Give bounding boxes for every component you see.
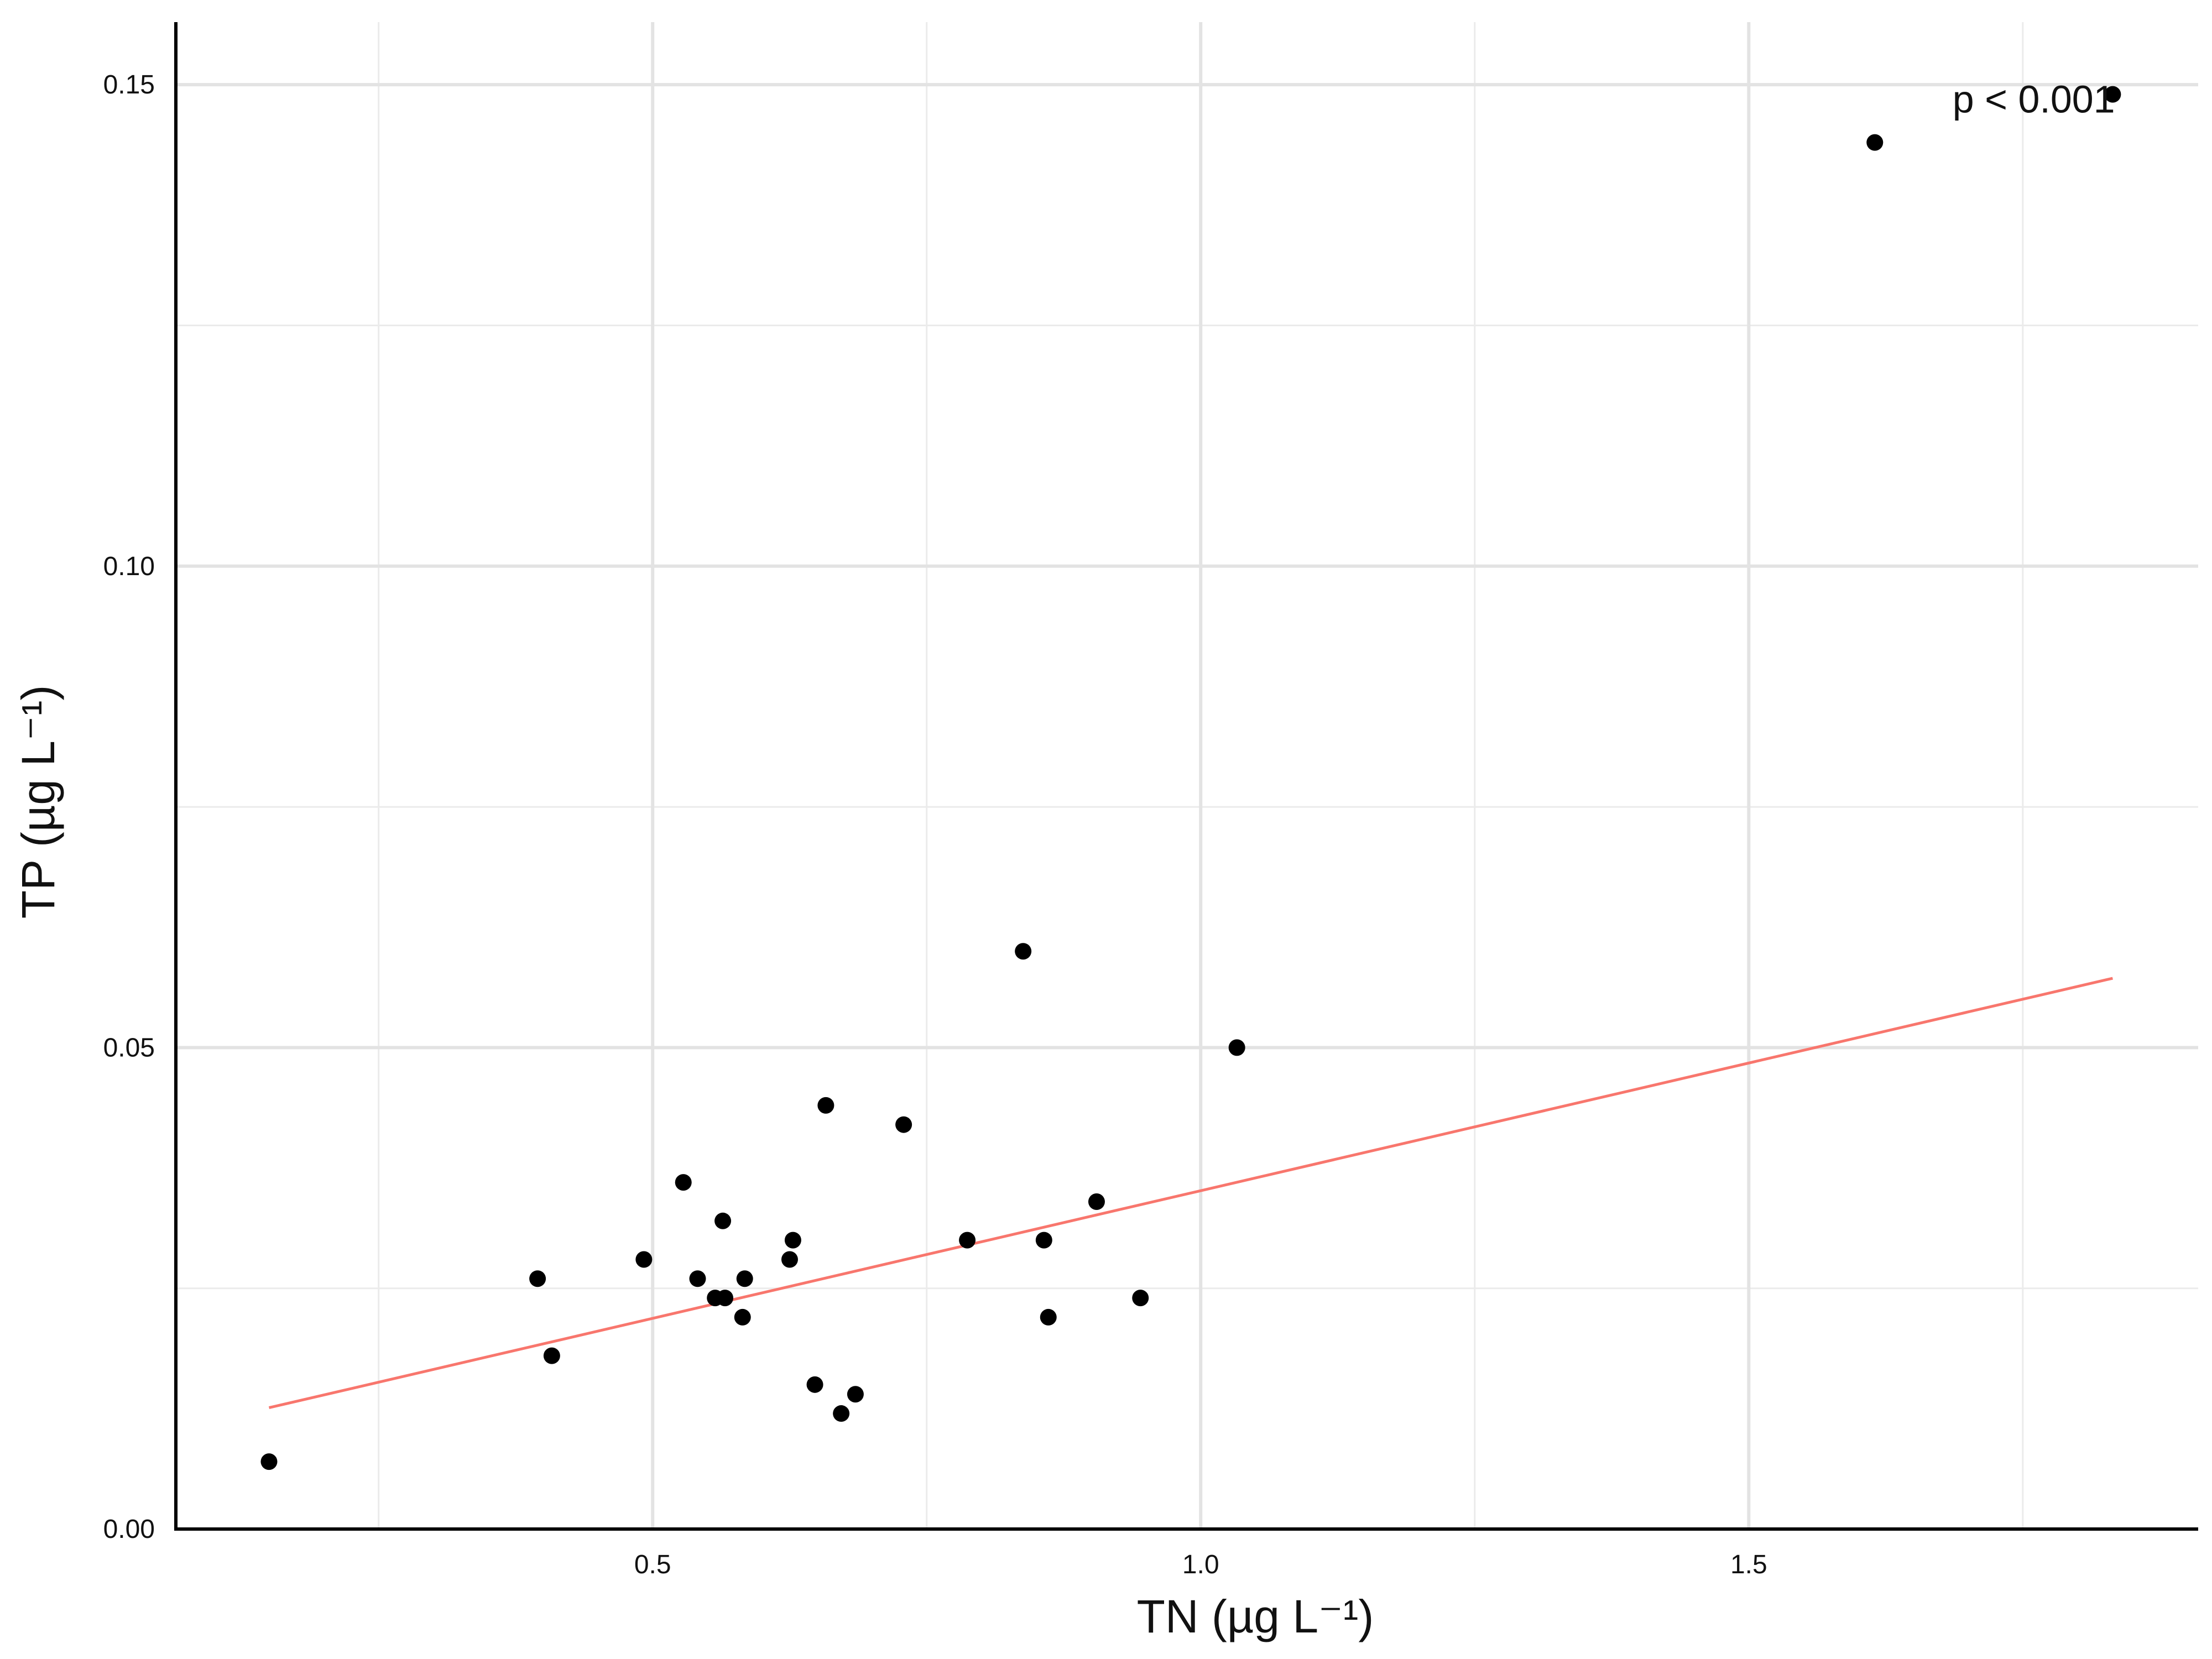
data-point (714, 1212, 732, 1229)
data-point (1088, 1193, 1105, 1210)
x-axis-title: TN (µg L⁻¹) (1137, 1590, 1374, 1642)
minor-gridlines (176, 22, 2198, 1529)
y-axis-title: TP (µg L⁻¹) (12, 685, 64, 919)
y-tick-label: 0.10 (103, 552, 155, 581)
p-value-annotation: p < 0.001 (1953, 77, 2115, 121)
x-tick-label: 1.5 (1730, 1550, 1767, 1579)
data-point (806, 1376, 823, 1393)
data-points (260, 86, 2121, 1470)
data-point (1132, 1290, 1149, 1307)
data-point (1040, 1308, 1057, 1326)
y-tick-label: 0.15 (103, 70, 155, 100)
data-point (895, 1116, 912, 1133)
data-point (675, 1174, 692, 1191)
data-point (529, 1270, 546, 1287)
data-point (689, 1270, 706, 1287)
data-point (784, 1232, 801, 1249)
data-point (260, 1453, 278, 1470)
data-point (817, 1097, 834, 1114)
data-point (2104, 86, 2121, 103)
data-point (635, 1251, 653, 1268)
data-point (1035, 1232, 1052, 1249)
data-point (1228, 1039, 1245, 1056)
data-point (734, 1308, 751, 1326)
data-point (1866, 134, 1884, 151)
regression-line (268, 977, 2113, 1410)
x-tick-label: 1.0 (1182, 1550, 1219, 1579)
data-point (543, 1347, 560, 1364)
regression-line-layer (268, 977, 2113, 1410)
y-tick-label: 0.00 (103, 1515, 155, 1544)
y-tick-label: 0.05 (103, 1033, 155, 1062)
data-point (717, 1290, 734, 1307)
tick-labels: 0.5 1.0 1.5 0.00 0.05 0.10 0.15 (103, 70, 1767, 1579)
data-point (736, 1270, 753, 1287)
data-point (847, 1386, 864, 1403)
axes (174, 22, 2198, 1531)
x-tick-label: 0.5 (634, 1550, 671, 1579)
data-point (959, 1232, 976, 1249)
data-point (781, 1251, 798, 1268)
data-point (1015, 943, 1032, 960)
data-point (833, 1405, 850, 1422)
